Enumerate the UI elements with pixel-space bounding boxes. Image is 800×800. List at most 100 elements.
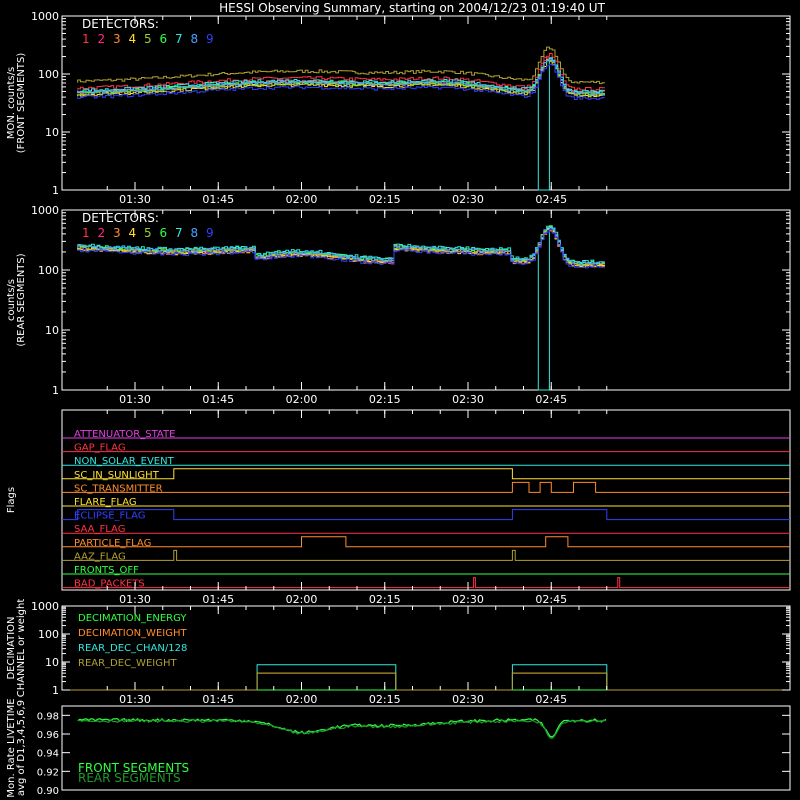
decimation-trace-3: [62, 672, 790, 691]
y-tick-label: 0.98: [37, 711, 59, 722]
rate-trace-front-9: [77, 63, 605, 100]
y-axis-label: Flags: [6, 487, 17, 513]
y-axis-label-2: (REAR SEGMENTS): [16, 253, 27, 346]
detector-number-2: 2: [98, 226, 106, 240]
y-tick-label: 0.90: [37, 786, 59, 797]
y-tick-label: 1000: [31, 600, 59, 613]
plot-frame-3: [61, 409, 791, 591]
y-tick-label: 10: [45, 656, 59, 669]
y-tick-label: 100: [38, 264, 59, 277]
rate-trace-front-4: [77, 60, 605, 98]
x-tick-label: 02:00: [286, 193, 318, 206]
x-tick-label: 02:30: [452, 593, 484, 606]
y-axis-label-2: (FRONT SEGMENTS): [16, 53, 27, 154]
x-tick-label: 02:45: [535, 193, 567, 206]
x-tick-label: 02:15: [369, 593, 401, 606]
flag-trace: [62, 577, 790, 589]
flag-label-eclipse-flag: ECLIPSE_FLAG: [74, 511, 145, 522]
flag-label-sc-transmitter: SC_TRANSMITTER: [74, 483, 163, 494]
detector-number-4: 4: [129, 32, 137, 46]
x-tick-label: 02:15: [369, 693, 401, 706]
detector-number-3: 3: [113, 226, 121, 240]
flag-label-fronts-off: FRONTS_OFF: [74, 565, 139, 576]
detector-number-1: 1: [82, 226, 90, 240]
detector-number-4: 4: [129, 226, 137, 240]
y-tick-label: 10: [45, 126, 59, 139]
x-tick-label: 02:00: [286, 393, 318, 406]
detector-number-7: 7: [175, 226, 183, 240]
flag-label-aaz-flag: AAZ_FLAG: [74, 551, 126, 562]
decimation-legend-2: REAR_DEC_CHAN/128: [78, 643, 187, 654]
flag-trace: [62, 509, 790, 521]
detector-number-1: 1: [82, 32, 90, 46]
x-tick-label: 01:30: [119, 193, 151, 206]
y-tick-label: 100: [38, 68, 59, 81]
flag-label-bad-packets: BAD_PACKETS: [74, 579, 145, 590]
detector-number-7: 7: [175, 32, 183, 46]
y-axis-label: counts/s: [6, 279, 17, 321]
y-axis-label: MON. counts/s: [6, 67, 17, 139]
x-tick-label: 02:30: [452, 393, 484, 406]
rate-trace-front-8: [77, 58, 605, 96]
y-tick-label: 1000: [31, 10, 59, 23]
flag-label-sc-in-sunlight: SC_IN_SUNLIGHT: [74, 470, 160, 481]
detector-number-8: 8: [191, 32, 199, 46]
y-tick-label: 1: [52, 184, 59, 197]
x-tick-label: 02:45: [535, 693, 567, 706]
detector-number-6: 6: [160, 32, 168, 46]
detector-number-9: 9: [206, 32, 214, 46]
y-tick-label: 1: [52, 384, 59, 397]
x-tick-label: 01:45: [202, 593, 234, 606]
flag-trace: [62, 481, 790, 493]
detector-number-5: 5: [144, 32, 152, 46]
flag-label-flare-flag: FLARE_FLAG: [74, 497, 137, 508]
x-tick-label: 02:15: [369, 393, 401, 406]
x-tick-label: 02:00: [286, 693, 318, 706]
detector-number-8: 8: [191, 226, 199, 240]
detector-number-6: 6: [160, 226, 168, 240]
flag-trace: [62, 468, 790, 480]
y-tick-label: 10: [45, 324, 59, 337]
x-tick-label: 02:45: [535, 593, 567, 606]
y-tick-label: 0.96: [37, 730, 59, 741]
rate-trace-rear-6: [77, 226, 605, 391]
plot-frame-1: [61, 15, 791, 191]
livetime-legend-1: REAR SEGMENTS: [78, 771, 181, 785]
livetime-legend-0: FRONT SEGMENTS: [78, 761, 189, 775]
y-tick-label: 1000: [31, 204, 59, 217]
flag-label-non-solar-event: NON_SOLAR_EVENT: [74, 456, 175, 467]
x-tick-label: 02:30: [452, 693, 484, 706]
y-axis-label-2: avg of D1,3,4,5,6,9: [16, 700, 27, 796]
x-tick-label: 02:30: [452, 193, 484, 206]
x-tick-label: 01:30: [119, 393, 151, 406]
x-tick-label: 01:45: [202, 393, 234, 406]
rate-trace-rear-8: [77, 229, 605, 269]
x-tick-label: 02:45: [535, 393, 567, 406]
x-tick-label: 01:30: [119, 593, 151, 606]
decimation-legend-0: DECIMATION_ENERGY: [78, 613, 187, 624]
flag-trace: [62, 549, 790, 561]
plot-frame-2: [61, 209, 791, 391]
decimation-legend-1: DECIMATION_WEIGHT: [78, 628, 187, 639]
rate-trace-front-1: [77, 53, 605, 91]
decimation-trace-1: [62, 672, 790, 691]
detector-number-2: 2: [98, 32, 106, 46]
x-tick-label: 02:00: [286, 593, 318, 606]
figure-title: HESSI Observing Summary, starting on 200…: [219, 1, 605, 15]
decimation-legend-3: REAR_DEC_WEIGHT: [78, 658, 177, 669]
rate-trace-front-0: [77, 46, 605, 85]
detector-number-3: 3: [113, 32, 121, 46]
y-axis-label-2: CHANNEL or weight: [16, 599, 27, 698]
detector-number-5: 5: [144, 226, 152, 240]
x-tick-label: 02:15: [369, 193, 401, 206]
rate-trace-rear-7: [77, 226, 605, 265]
flag-trace: [62, 536, 790, 548]
detector-number-9: 9: [206, 226, 214, 240]
plot-frame-5: [61, 705, 791, 791]
detectors-heading: DETECTORS:: [82, 211, 159, 225]
x-tick-label: 01:45: [202, 693, 234, 706]
flag-label-saa-flag: SAA_FLAG: [74, 524, 125, 535]
livetime-trace-1: [77, 718, 607, 739]
